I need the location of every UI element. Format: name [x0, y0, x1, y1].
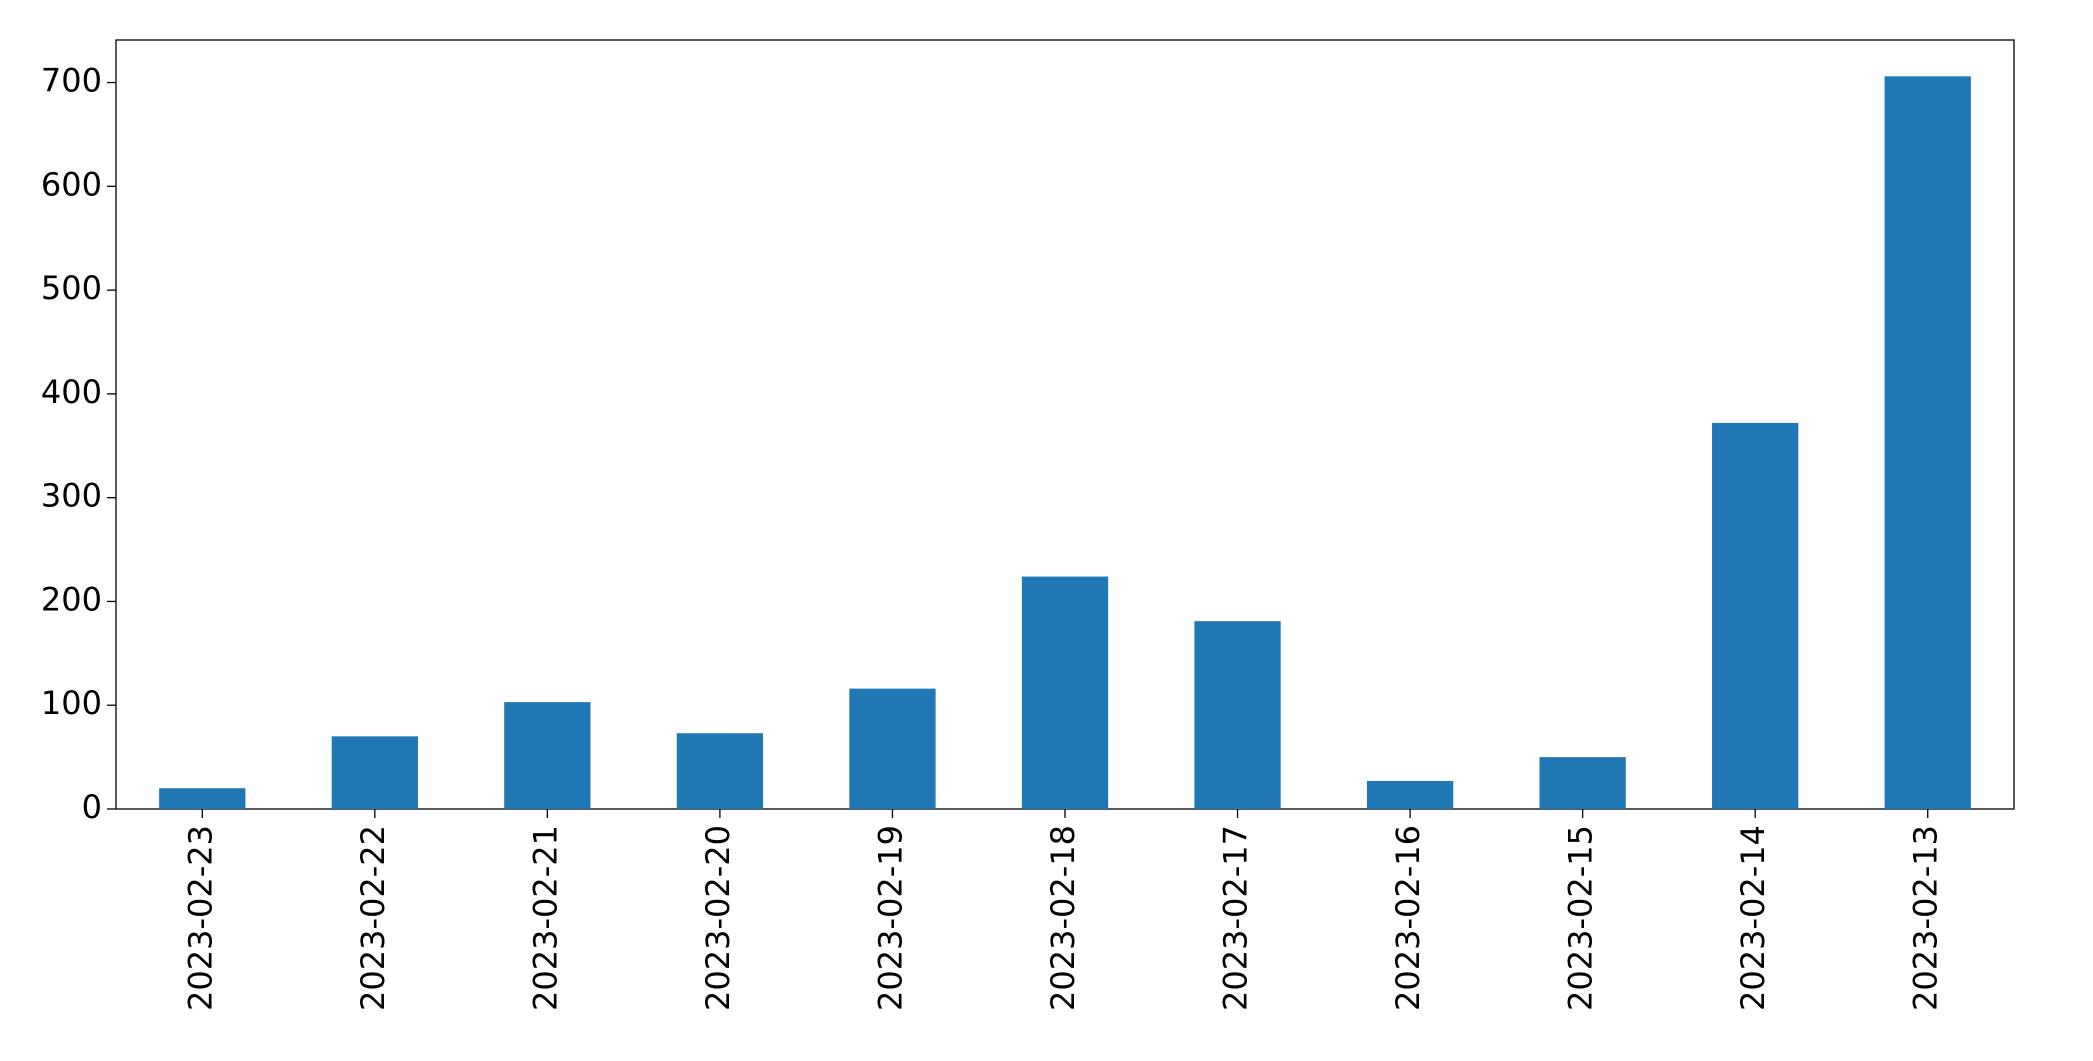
bar — [331, 736, 418, 809]
x-tick-label: 2023-02-18 — [1044, 825, 1082, 1011]
x-tick-label: 2023-02-17 — [1217, 825, 1255, 1011]
bar — [1712, 422, 1799, 809]
y-tick-label: 600 — [41, 165, 102, 203]
x-tick-label: 2023-02-23 — [181, 825, 219, 1011]
x-tick-label: 2023-02-20 — [699, 825, 737, 1011]
y-tick-label: 200 — [41, 580, 102, 618]
bar — [1194, 621, 1281, 809]
y-tick-label: 700 — [41, 62, 102, 100]
x-tick-label: 2023-02-15 — [1562, 825, 1600, 1011]
bar — [504, 702, 591, 809]
bar — [1021, 576, 1109, 809]
bar — [849, 688, 936, 809]
y-tick-label: 500 — [41, 269, 102, 307]
bar — [1884, 76, 1971, 810]
y-tick-label: 400 — [41, 373, 102, 411]
x-tick-label: 2023-02-22 — [354, 825, 392, 1011]
x-tick-label: 2023-02-21 — [526, 825, 564, 1011]
bar — [676, 733, 764, 809]
y-tick-label: 100 — [41, 684, 102, 722]
x-tick-label: 2023-02-16 — [1389, 825, 1427, 1011]
bar — [159, 788, 246, 809]
x-tick-label: 2023-02-14 — [1734, 825, 1772, 1011]
x-tick-label: 2023-02-19 — [871, 825, 909, 1011]
y-tick-label: 0 — [82, 788, 102, 826]
bar — [1366, 780, 1454, 809]
bar — [1539, 757, 1626, 809]
x-tick-label: 2023-02-13 — [1907, 825, 1945, 1011]
y-tick-label: 300 — [41, 477, 102, 515]
